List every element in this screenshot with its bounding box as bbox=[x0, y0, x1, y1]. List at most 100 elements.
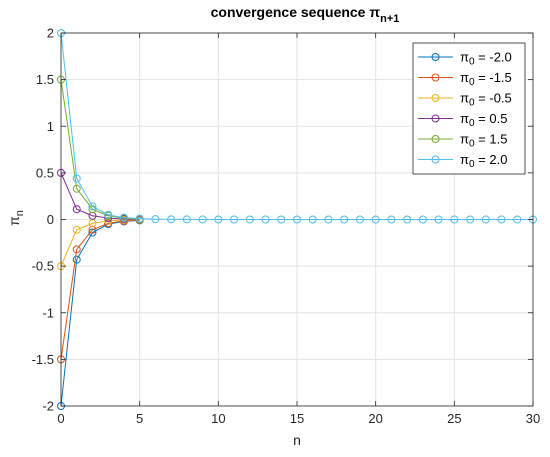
y-axis-label-sub: n bbox=[14, 210, 26, 216]
x-tick-label: 5 bbox=[136, 411, 143, 426]
data-point bbox=[88, 202, 97, 211]
legend-label-value: = 0.5 bbox=[475, 111, 508, 126]
data-point bbox=[418, 215, 427, 224]
x-tick-label: 20 bbox=[368, 411, 382, 426]
legend-label-subscript: 0 bbox=[469, 77, 475, 88]
data-point bbox=[72, 205, 81, 214]
y-tick-label: -0.5 bbox=[32, 259, 54, 274]
legend-label-symbol: π bbox=[460, 91, 469, 106]
data-point bbox=[355, 215, 364, 224]
y-tick-label: 0.5 bbox=[36, 165, 54, 180]
x-tick-label: 15 bbox=[290, 411, 304, 426]
legend-swatch-marker bbox=[431, 53, 440, 61]
data-point bbox=[245, 215, 254, 224]
legend-item: π0 = 1.5 bbox=[418, 132, 507, 150]
legend-label: π0 = -2.0 bbox=[460, 50, 512, 68]
data-point bbox=[167, 215, 176, 224]
legend-label-subscript: 0 bbox=[469, 57, 475, 68]
y-tick-label: -1.5 bbox=[32, 352, 54, 367]
data-point bbox=[72, 225, 81, 234]
legend-label: π0 = -1.5 bbox=[460, 70, 512, 88]
chart-title-sub: n+1 bbox=[380, 13, 399, 25]
data-point bbox=[72, 245, 81, 254]
legend-label-subscript: 0 bbox=[469, 118, 475, 129]
y-tick-label: 1.5 bbox=[36, 72, 54, 87]
data-point bbox=[104, 216, 113, 225]
legend-item: π0 = -1.5 bbox=[418, 70, 512, 88]
ticks: 0 5 10 15 20 25 30 -2 -1.5 -1 -0.5 0 0.5 1 1.5 2 bbox=[32, 26, 541, 427]
data-point bbox=[324, 215, 333, 224]
legend-label-symbol: π bbox=[460, 152, 469, 167]
x-axis-label: n bbox=[293, 432, 301, 448]
x-tick-label: 25 bbox=[447, 411, 461, 426]
y-axis-label-main: π bbox=[6, 216, 22, 226]
legend-swatch-marker bbox=[431, 155, 440, 164]
data-point bbox=[387, 215, 396, 224]
data-point bbox=[182, 215, 191, 224]
y-tick-label: 1 bbox=[47, 119, 54, 134]
legend-label-value: = 1.5 bbox=[475, 132, 508, 147]
data-point bbox=[340, 215, 349, 224]
legend-label-subscript: 0 bbox=[469, 139, 475, 150]
legend-label-value: = 2.0 bbox=[475, 152, 508, 167]
data-point bbox=[72, 255, 81, 264]
legend-label: π0 = -0.5 bbox=[460, 91, 512, 109]
data-point bbox=[403, 215, 412, 224]
y-tick-label: -1 bbox=[42, 305, 54, 320]
legend-box bbox=[412, 42, 526, 175]
legend-label-subscript: 0 bbox=[469, 98, 475, 109]
y-tick-label: 2 bbox=[47, 26, 54, 41]
data-point bbox=[230, 215, 239, 224]
data-point bbox=[293, 215, 301, 224]
data-point bbox=[119, 213, 128, 222]
legend-label-value: = -0.5 bbox=[475, 91, 512, 106]
y-tick-label: 0 bbox=[47, 212, 54, 227]
legend-label: π0 = 1.5 bbox=[460, 132, 507, 150]
y-axis-label: πn bbox=[6, 210, 26, 226]
data-point bbox=[72, 174, 81, 183]
data-point bbox=[72, 184, 81, 193]
data-point bbox=[88, 228, 97, 237]
legend-item: π0 = -0.5 bbox=[418, 91, 512, 109]
x-tick-label: 10 bbox=[211, 411, 225, 426]
legend-swatch-marker bbox=[431, 94, 440, 102]
legend-label-symbol: π bbox=[460, 50, 469, 65]
legend-label-subscript: 0 bbox=[469, 159, 475, 170]
series-line bbox=[60, 172, 140, 220]
chart-title-main: convergence sequence π bbox=[211, 4, 381, 20]
data-point bbox=[450, 215, 459, 224]
chart-title: convergence sequence πn+1 bbox=[211, 4, 400, 25]
data-point bbox=[104, 210, 113, 219]
legend-label: π0 = 0.5 bbox=[460, 111, 507, 129]
data-point bbox=[497, 215, 506, 224]
legend: π0 = -2.0π0 = -1.5π0 = -0.5π0 = 0.5π0 = … bbox=[412, 42, 526, 175]
series-6 bbox=[57, 29, 537, 224]
legend-label-value: = -1.5 bbox=[475, 70, 512, 85]
legend-item: π0 = 0.5 bbox=[418, 111, 507, 129]
x-tick-label: 30 bbox=[526, 411, 540, 426]
legend-label-value: = -2.0 bbox=[475, 50, 512, 65]
y-tick-label: -2 bbox=[42, 399, 54, 414]
data-point bbox=[466, 215, 475, 224]
legend-item: π0 = -2.0 bbox=[418, 50, 512, 68]
data-point bbox=[308, 215, 317, 224]
legend-swatch-marker bbox=[431, 114, 440, 123]
legend-label: π0 = 2.0 bbox=[460, 152, 507, 170]
data-point bbox=[277, 215, 286, 224]
data-point bbox=[214, 215, 223, 224]
data-point bbox=[371, 215, 380, 224]
data-point bbox=[151, 215, 160, 224]
legend-swatch-marker bbox=[431, 73, 440, 82]
legend-label-symbol: π bbox=[460, 111, 469, 126]
legend-label-symbol: π bbox=[460, 70, 469, 85]
legend-item: π0 = 2.0 bbox=[418, 152, 507, 170]
series-line bbox=[60, 32, 533, 220]
x-tick-label: 0 bbox=[57, 411, 64, 426]
data-point bbox=[434, 215, 443, 224]
data-point bbox=[198, 215, 207, 224]
data-point bbox=[135, 214, 144, 223]
data-point bbox=[481, 215, 490, 224]
data-point bbox=[261, 215, 270, 224]
legend-label-symbol: π bbox=[460, 132, 469, 147]
